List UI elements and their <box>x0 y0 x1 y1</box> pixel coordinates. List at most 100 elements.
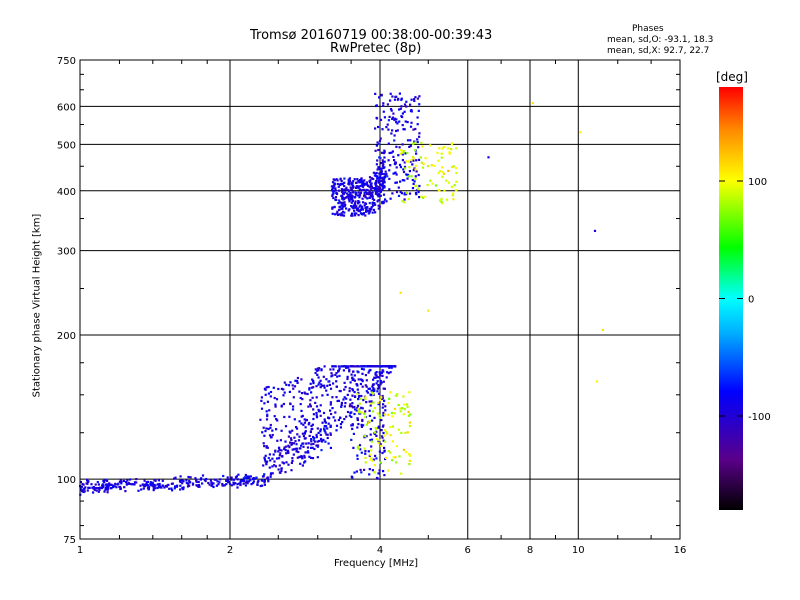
data-point <box>346 192 349 195</box>
data-point <box>356 418 359 422</box>
data-point <box>320 369 323 372</box>
data-point <box>306 451 309 454</box>
data-point <box>333 184 336 187</box>
data-point <box>413 140 416 143</box>
data-point <box>381 374 384 377</box>
data-point <box>350 201 353 204</box>
data-point <box>315 411 318 415</box>
data-point <box>263 458 266 461</box>
data-point <box>174 476 177 479</box>
data-point <box>360 178 363 182</box>
data-point <box>384 198 387 201</box>
data-point <box>411 155 415 158</box>
data-point <box>186 485 190 488</box>
data-point <box>416 138 419 141</box>
data-point <box>354 203 357 206</box>
data-point <box>358 444 362 447</box>
data-point <box>373 198 376 201</box>
data-point <box>364 450 367 453</box>
data-point <box>79 488 82 491</box>
data-point <box>182 480 185 483</box>
data-point <box>263 456 266 459</box>
data-point <box>310 428 313 431</box>
data-point <box>320 439 323 442</box>
data-point <box>278 464 281 467</box>
data-point <box>335 212 338 215</box>
data-point <box>369 207 372 210</box>
data-point <box>406 405 409 408</box>
data-point <box>234 482 237 485</box>
data-point <box>364 365 367 368</box>
data-point <box>317 431 320 434</box>
data-point <box>306 446 309 449</box>
data-point <box>346 188 349 191</box>
data-point <box>375 382 378 385</box>
data-point <box>222 474 225 478</box>
data-point <box>262 464 265 467</box>
data-point <box>357 378 360 381</box>
data-point <box>79 480 82 484</box>
data-point <box>336 210 339 213</box>
data-point <box>185 479 188 482</box>
data-point <box>372 387 375 390</box>
data-point <box>363 179 366 182</box>
data-point <box>291 408 295 411</box>
data-point <box>333 182 336 185</box>
data-point <box>135 481 138 484</box>
data-point <box>296 456 299 459</box>
data-point <box>149 481 152 484</box>
data-point <box>406 121 409 124</box>
data-point <box>402 128 405 131</box>
chart-subtitle: RwPretec (8p) <box>330 41 422 56</box>
phases-heading: Phases <box>632 24 664 34</box>
data-point <box>375 434 378 437</box>
data-point <box>195 480 198 483</box>
data-point <box>452 165 455 168</box>
data-point <box>398 92 401 95</box>
data-point <box>402 170 406 174</box>
data-point <box>266 460 269 463</box>
data-point <box>334 196 338 199</box>
data-point <box>244 484 247 487</box>
data-point <box>351 199 354 202</box>
data-point <box>267 456 270 460</box>
data-point <box>390 109 393 112</box>
data-point <box>343 388 346 391</box>
data-point <box>335 429 338 432</box>
data-point <box>303 418 306 421</box>
data-point <box>267 392 270 395</box>
data-point <box>295 450 298 453</box>
data-point <box>361 418 364 421</box>
data-point <box>285 445 288 448</box>
data-point <box>324 440 327 443</box>
data-point <box>164 484 167 488</box>
data-point <box>360 184 363 187</box>
data-point <box>104 488 107 491</box>
data-point <box>156 486 159 490</box>
data-point <box>374 376 377 379</box>
data-point <box>383 150 386 153</box>
data-point <box>402 448 406 451</box>
data-point <box>447 169 450 172</box>
data-point <box>353 412 356 416</box>
data-point <box>291 429 294 432</box>
data-point <box>339 416 342 419</box>
data-point <box>387 372 390 375</box>
y-tick-label: 750 <box>57 56 76 67</box>
data-point <box>119 487 122 491</box>
data-point <box>285 452 288 455</box>
data-point <box>414 177 417 180</box>
data-point <box>389 371 392 374</box>
data-point <box>279 452 282 455</box>
data-point <box>387 119 390 122</box>
data-point <box>280 429 283 432</box>
data-point <box>348 177 351 180</box>
data-point <box>88 486 91 489</box>
data-point <box>487 156 490 159</box>
data-point <box>365 188 369 192</box>
data-point <box>351 389 355 392</box>
data-point <box>350 212 354 215</box>
data-point <box>301 457 304 460</box>
data-point <box>370 400 373 403</box>
data-point <box>262 442 265 445</box>
